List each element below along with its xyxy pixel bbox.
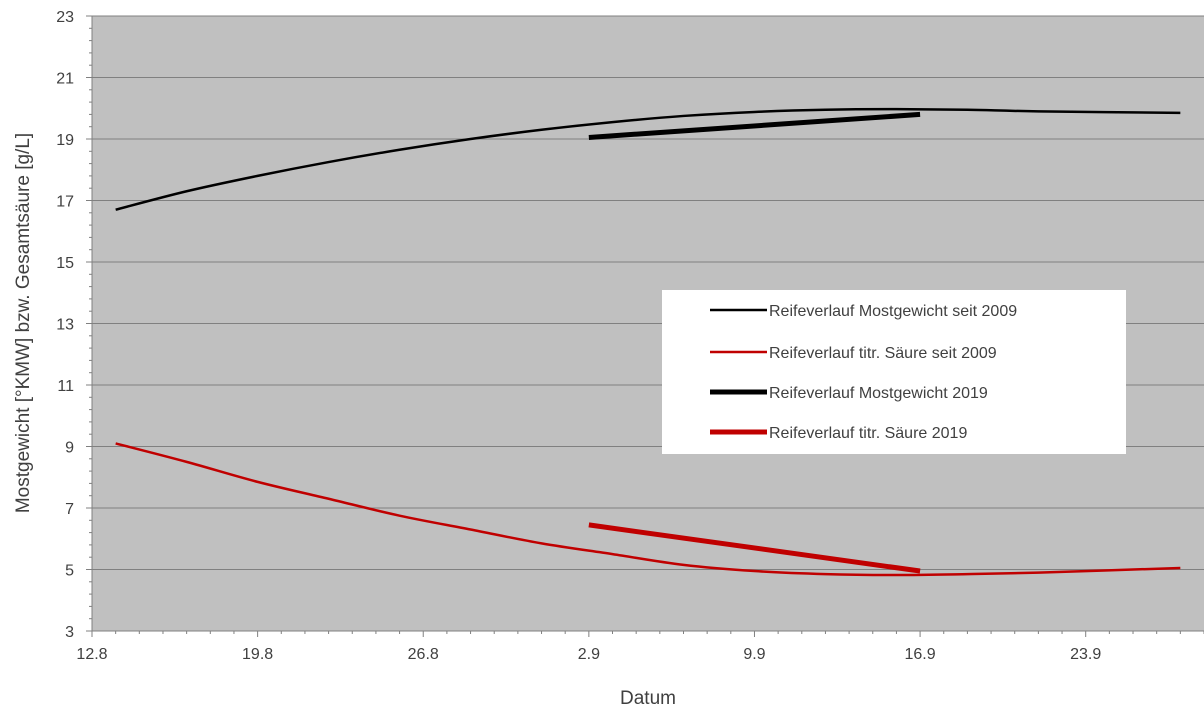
x-tick-label: 26.8 bbox=[408, 646, 439, 663]
y-tick-label: 5 bbox=[65, 563, 74, 580]
legend-box bbox=[662, 290, 1126, 454]
y-tick-label: 7 bbox=[65, 501, 74, 518]
y-tick-label: 13 bbox=[56, 317, 74, 334]
y-tick-label: 17 bbox=[56, 194, 74, 211]
x-tick-label: 12.8 bbox=[76, 646, 107, 663]
gridlines bbox=[92, 15, 1204, 632]
y-tick-label: 23 bbox=[56, 9, 74, 26]
x-tick-label: 19.8 bbox=[242, 646, 273, 663]
y-tick-label: 11 bbox=[57, 378, 74, 395]
x-tick-label: 9.9 bbox=[743, 646, 765, 663]
legend: Reifeverlauf Mostgewicht seit 2009 Reife… bbox=[662, 290, 1126, 454]
legend-label-saeure-seit-2009: Reifeverlauf titr. Säure seit 2009 bbox=[769, 345, 997, 362]
x-tick-label: 2.9 bbox=[578, 646, 600, 663]
legend-label-saeure-2019: Reifeverlauf titr. Säure 2019 bbox=[769, 425, 967, 442]
x-tick-label: 16.9 bbox=[905, 646, 936, 663]
y-tick-label: 19 bbox=[56, 132, 74, 149]
series-saeure-2019 bbox=[588, 522, 921, 574]
legend-label-mostgewicht-2019: Reifeverlauf Mostgewicht 2019 bbox=[769, 385, 988, 402]
y-tick-label: 3 bbox=[65, 624, 74, 641]
series-mostgewicht-seit-2009 bbox=[115, 107, 1181, 211]
series-saeure-seit-2009 bbox=[115, 442, 1181, 577]
series-layer bbox=[115, 107, 1181, 577]
y-tick-label: 9 bbox=[65, 440, 74, 457]
y-axis: 3 5 7 9 11 13 15 17 19 21 23 bbox=[56, 9, 93, 641]
y-axis-title: Mostgewicht [°KMW] bzw. Gesamtsäure [g/L… bbox=[13, 133, 34, 513]
x-tick-label: 23.9 bbox=[1070, 646, 1101, 663]
legend-label-mostgewicht-seit-2009: Reifeverlauf Mostgewicht seit 2009 bbox=[769, 303, 1017, 320]
y-tick-label: 21 bbox=[56, 71, 74, 88]
y-tick-label: 15 bbox=[56, 255, 74, 272]
x-axis: 12.8 19.8 26.8 2.9 9.9 16.9 23.9 bbox=[76, 630, 1204, 663]
x-axis-title: Datum bbox=[620, 688, 676, 709]
series-mostgewicht-2019 bbox=[588, 111, 921, 140]
